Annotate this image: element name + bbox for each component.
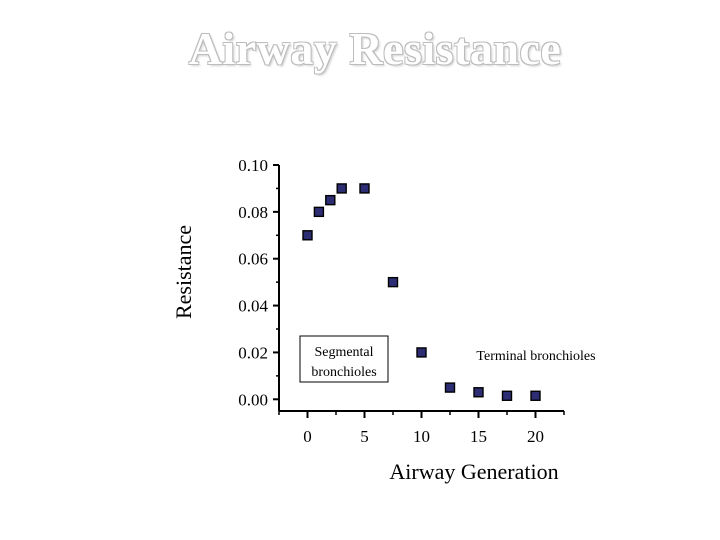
data-point <box>313 206 325 218</box>
data-point <box>387 276 399 288</box>
data-point <box>530 390 541 401</box>
segmental-bronchioles-label: bronchioles <box>311 365 376 380</box>
chart-title: Airway Resistance <box>188 23 562 74</box>
x-tick-label: 10 <box>413 427 430 446</box>
x-tick-label: 0 <box>303 427 312 446</box>
y-axis-label: Resistance <box>171 225 196 319</box>
x-tick-label: 15 <box>470 427 487 446</box>
x-tick-label: 20 <box>527 427 544 446</box>
segmental-bronchioles-label: Segmental <box>314 345 373 360</box>
x-axis-label: Airway Generation <box>389 459 558 484</box>
data-point <box>302 230 313 241</box>
data-point <box>336 183 347 194</box>
data-point <box>444 382 456 393</box>
x-tick-label: 5 <box>360 427 369 446</box>
annotations: Segmental bronchioles Terminal bronchioles <box>299 335 596 383</box>
y-tick-label: 0.04 <box>238 297 268 316</box>
y-tick-label: 0.02 <box>238 343 268 362</box>
data-points <box>302 183 541 401</box>
data-point <box>325 194 336 206</box>
data-point <box>501 390 513 401</box>
axes: 0.00 0.02 0.04 0.06 0.08 0.10 0 5 10 15 20 <box>238 156 565 446</box>
y-tick-label: 0.08 <box>238 203 268 222</box>
y-tick-label: 0.06 <box>238 250 268 269</box>
y-tick-label: 0.10 <box>238 156 268 175</box>
data-point <box>416 347 427 358</box>
data-point <box>473 387 484 398</box>
y-tick-label: 0.00 <box>238 390 268 409</box>
data-point <box>359 183 370 194</box>
segmental-bronchioles-box <box>299 335 389 383</box>
terminal-bronchioles-label: Terminal bronchioles <box>476 349 595 364</box>
